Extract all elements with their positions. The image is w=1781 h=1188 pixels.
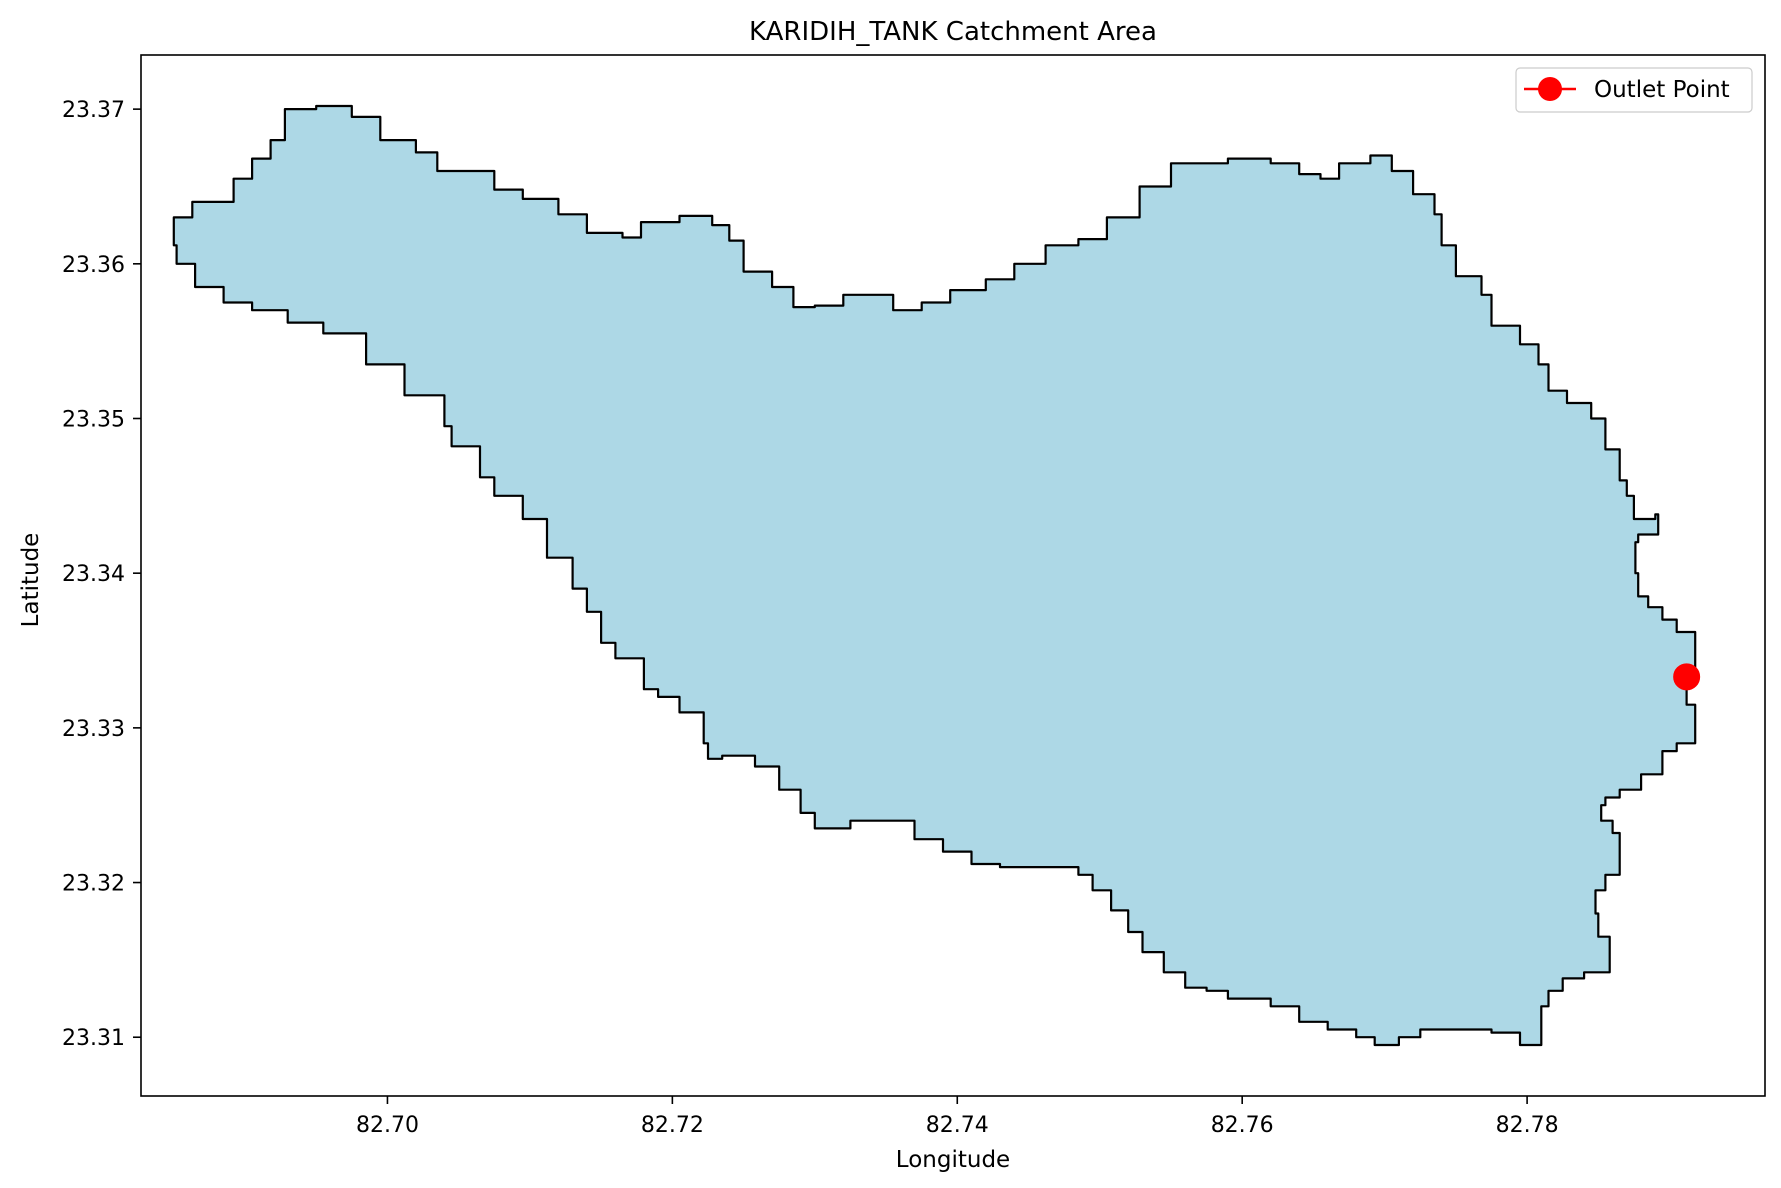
legend-marker-icon [1538, 77, 1562, 101]
chart-title: KARIDIH_TANK Catchment Area [749, 17, 1157, 47]
x-tick-label: 82.70 [356, 1113, 419, 1138]
y-tick-label: 23.33 [62, 717, 125, 742]
x-axis-label: Longitude [896, 1147, 1010, 1173]
x-tick-label: 82.76 [1211, 1113, 1274, 1138]
x-axis-ticks: 82.70 82.72 82.74 82.76 82.78 [356, 1096, 1559, 1138]
outlet-point-marker [1673, 663, 1701, 691]
plot-area [140, 54, 1766, 1097]
y-tick-label: 23.35 [62, 407, 125, 432]
y-axis-ticks: 23.31 23.32 23.33 23.34 23.35 23.36 23.37 [62, 98, 141, 1051]
x-tick-label: 82.72 [641, 1113, 704, 1138]
y-tick-label: 23.34 [62, 562, 125, 587]
legend-box [1515, 67, 1753, 113]
catchment-polygon [172, 104, 1697, 1047]
y-tick-label: 23.32 [62, 872, 125, 897]
y-tick-label: 23.36 [62, 253, 125, 278]
axes-frame [140, 54, 1766, 1097]
x-tick-label: 82.78 [1496, 1113, 1559, 1138]
legend: Outlet Point [1515, 67, 1753, 113]
y-axis-label: Latitude [18, 533, 44, 628]
y-tick-label: 23.37 [62, 98, 125, 123]
x-tick-label: 82.74 [926, 1113, 989, 1138]
y-tick-label: 23.31 [62, 1026, 125, 1051]
legend-label: Outlet Point [1594, 77, 1730, 103]
